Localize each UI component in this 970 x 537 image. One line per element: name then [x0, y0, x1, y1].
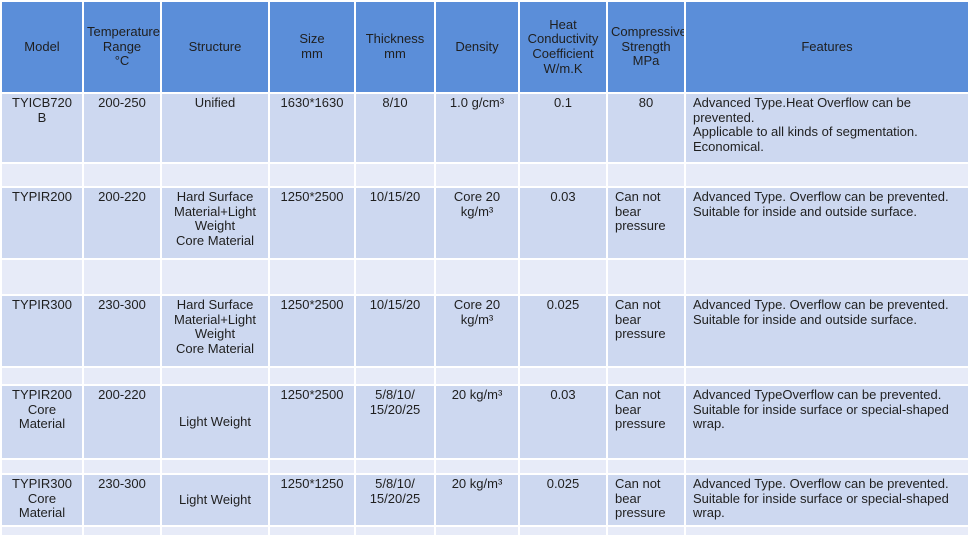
cell-compressive-strength: 80 — [608, 94, 684, 162]
spacer-row — [2, 527, 968, 535]
cell-features: Advanced Type. Overflow can be prevented… — [686, 475, 968, 525]
table-row-typir300-core-material: TYPIR300 Core Material 230-300 Light Wei… — [2, 475, 968, 525]
cell-compressive-strength: Can not bear pressure — [608, 475, 684, 525]
cell-density: Core 20 kg/m³ — [436, 296, 518, 366]
table-row-typir200: TYPIR200 200-220 Hard Surface Material+L… — [2, 188, 968, 258]
cell-size: 1250*2500 — [270, 188, 354, 258]
cell-structure: Light Weight — [162, 475, 268, 525]
cell-thickness: 8/10 — [356, 94, 434, 162]
cell-features: Advanced Type. Overflow can be prevented… — [686, 188, 968, 258]
col-header-model: Model — [2, 2, 82, 92]
cell-model: TYPIR300 — [2, 296, 82, 366]
cell-structure: Hard Surface Material+Light Weight Core … — [162, 296, 268, 366]
cell-temperature-range: 200-250 — [84, 94, 160, 162]
cell-structure: Hard Surface Material+Light Weight Core … — [162, 188, 268, 258]
cell-thickness: 5/8/10/ 15/20/25 — [356, 386, 434, 458]
cell-features: Advanced TypeOverflow can be prevented. … — [686, 386, 968, 458]
spacer-row — [2, 260, 968, 294]
cell-features: Advanced Type. Overflow can be prevented… — [686, 296, 968, 366]
col-header-heat-conductivity: Heat Conductivity Coefficient W/m.K — [520, 2, 606, 92]
col-header-thickness: Thickness mm — [356, 2, 434, 92]
spacer-row — [2, 460, 968, 473]
cell-thickness: 10/15/20 — [356, 296, 434, 366]
cell-structure: Unified — [162, 94, 268, 162]
cell-model: TYPIR200 — [2, 188, 82, 258]
cell-heat-conductivity: 0.025 — [520, 475, 606, 525]
cell-model: TYPIR200 Core Material — [2, 386, 82, 458]
spacer-row — [2, 164, 968, 186]
cell-heat-conductivity: 0.03 — [520, 188, 606, 258]
cell-density: 20 kg/m³ — [436, 475, 518, 525]
cell-model: TYICB720 B — [2, 94, 82, 162]
cell-features: Advanced Type.Heat Overflow can be preve… — [686, 94, 968, 162]
cell-thickness: 5/8/10/ 15/20/25 — [356, 475, 434, 525]
cell-compressive-strength: Can not bear pressure — [608, 296, 684, 366]
cell-compressive-strength: Can not bear pressure — [608, 386, 684, 458]
cell-temperature-range: 230-300 — [84, 475, 160, 525]
cell-density: Core 20 kg/m³ — [436, 188, 518, 258]
col-header-temperature-range: Temperature Range °C — [84, 2, 160, 92]
cell-heat-conductivity: 0.025 — [520, 296, 606, 366]
col-header-features: Features — [686, 2, 968, 92]
table-row-typir300: TYPIR300 230-300 Hard Surface Material+L… — [2, 296, 968, 366]
cell-size: 1630*1630 — [270, 94, 354, 162]
cell-density: 20 kg/m³ — [436, 386, 518, 458]
cell-thickness: 10/15/20 — [356, 188, 434, 258]
cell-model: TYPIR300 Core Material — [2, 475, 82, 525]
cell-temperature-range: 200-220 — [84, 386, 160, 458]
cell-heat-conductivity: 0.1 — [520, 94, 606, 162]
cell-temperature-range: 200-220 — [84, 188, 160, 258]
header-row: Model Temperature Range °C Structure Siz… — [2, 2, 968, 92]
table-row-typir200-core-material: TYPIR200 Core Material 200-220 Light Wei… — [2, 386, 968, 458]
col-header-compressive-strength: Compressive Strength MPa — [608, 2, 684, 92]
col-header-structure: Structure — [162, 2, 268, 92]
cell-compressive-strength: Can not bear pressure — [608, 188, 684, 258]
spacer-row — [2, 368, 968, 384]
cell-structure: Light Weight — [162, 386, 268, 458]
cell-size: 1250*2500 — [270, 386, 354, 458]
col-header-size: Size mm — [270, 2, 354, 92]
cell-size: 1250*2500 — [270, 296, 354, 366]
cell-density: 1.0 g/cm³ — [436, 94, 518, 162]
cell-heat-conductivity: 0.03 — [520, 386, 606, 458]
table-row-tyicb720b: TYICB720 B 200-250 Unified 1630*1630 8/1… — [2, 94, 968, 162]
cell-temperature-range: 230-300 — [84, 296, 160, 366]
cell-size: 1250*1250 — [270, 475, 354, 525]
col-header-density: Density — [436, 2, 518, 92]
